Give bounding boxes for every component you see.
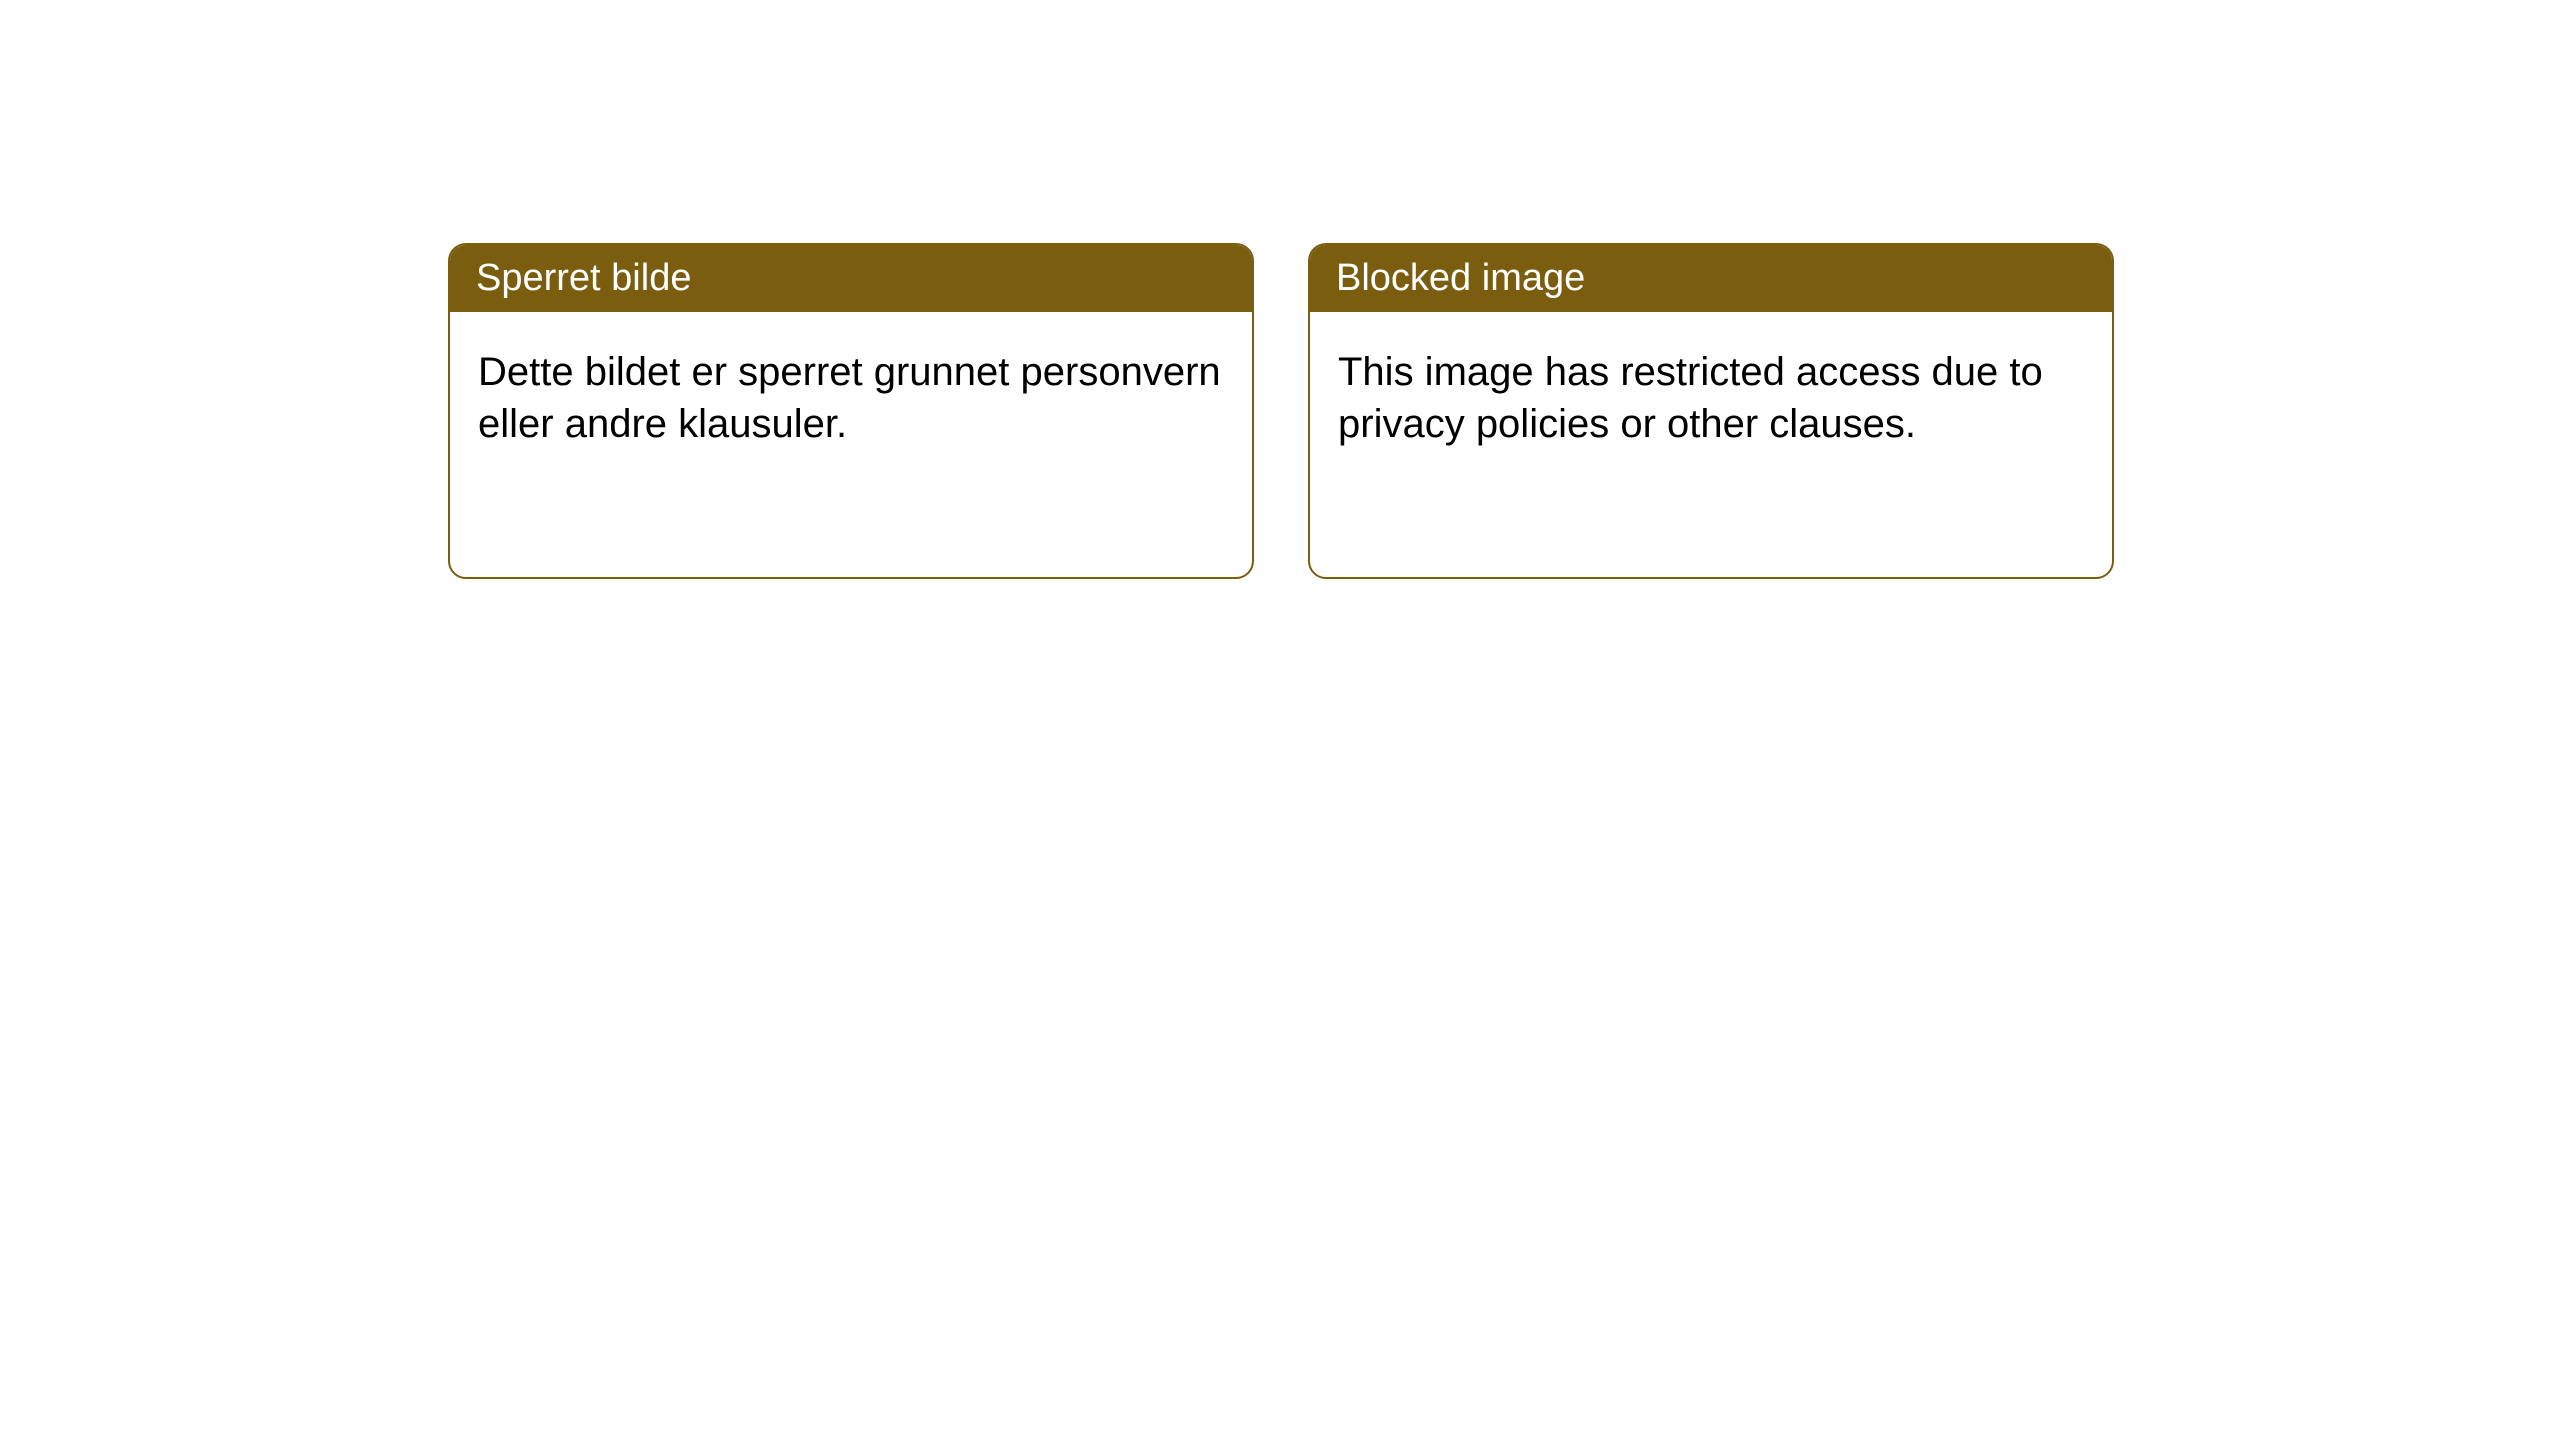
notice-card-title: Blocked image (1310, 245, 2112, 312)
notice-cards-container: Sperret bilde Dette bildet er sperret gr… (448, 243, 2560, 579)
notice-card-norwegian: Sperret bilde Dette bildet er sperret gr… (448, 243, 1254, 579)
notice-card-title: Sperret bilde (450, 245, 1252, 312)
notice-card-body: Dette bildet er sperret grunnet personve… (450, 312, 1252, 484)
notice-card-body: This image has restricted access due to … (1310, 312, 2112, 484)
notice-card-english: Blocked image This image has restricted … (1308, 243, 2114, 579)
